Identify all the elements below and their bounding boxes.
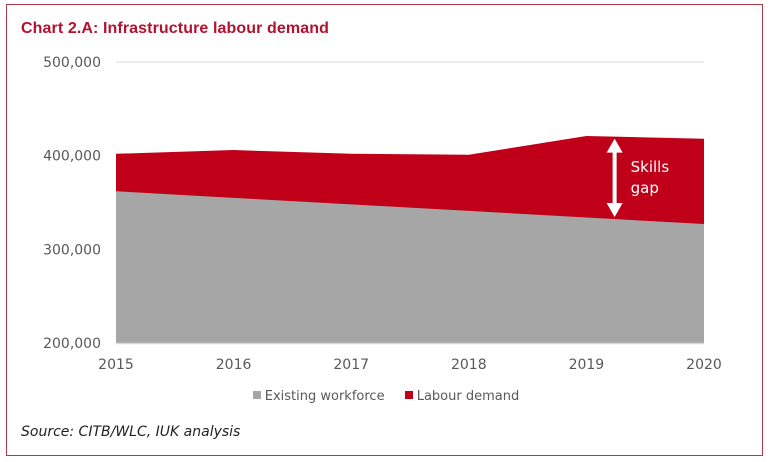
arrow-head-up-icon [606, 138, 623, 153]
skills-gap-annotation: Skills gap [606, 138, 670, 218]
x-tick-label: 2017 [333, 357, 369, 373]
legend-swatch-demand [404, 391, 413, 399]
plot-areas [116, 135, 704, 343]
annotation-label-line1: Skills [631, 158, 670, 176]
x-tick-label: 2016 [216, 357, 252, 373]
x-axis-ticks: 2015 2016 2017 2018 2019 2020 [98, 357, 722, 373]
y-tick-label: 400,000 [43, 149, 101, 165]
area-existing-workforce [116, 191, 704, 343]
legend-label: Labour demand [416, 389, 520, 404]
legend-item-existing-workforce: Existing workforce [252, 389, 385, 404]
y-tick-label: 300,000 [43, 242, 101, 258]
x-tick-label: 2018 [451, 357, 487, 373]
y-axis-ticks: 200,000 300,000 400,000 500,000 [43, 55, 101, 352]
legend-item-labour-demand: Labour demand [404, 389, 520, 404]
x-tick-label: 2020 [686, 357, 722, 373]
legend: Existing workforce Labour demand [0, 389, 772, 404]
y-tick-label: 200,000 [43, 336, 101, 352]
annotation-label-line2: gap [631, 179, 659, 197]
legend-swatch-workforce [252, 391, 261, 399]
source-note: Source: CITB/WLC, IUK analysis [21, 424, 241, 440]
y-tick-label: 500,000 [43, 55, 101, 71]
arrow-head-down-icon [606, 203, 623, 218]
x-tick-label: 2019 [569, 357, 605, 373]
chart-title: Chart 2.A: Infrastructure labour demand [21, 20, 329, 37]
legend-label: Existing workforce [264, 389, 385, 404]
x-tick-label: 2015 [98, 357, 134, 373]
